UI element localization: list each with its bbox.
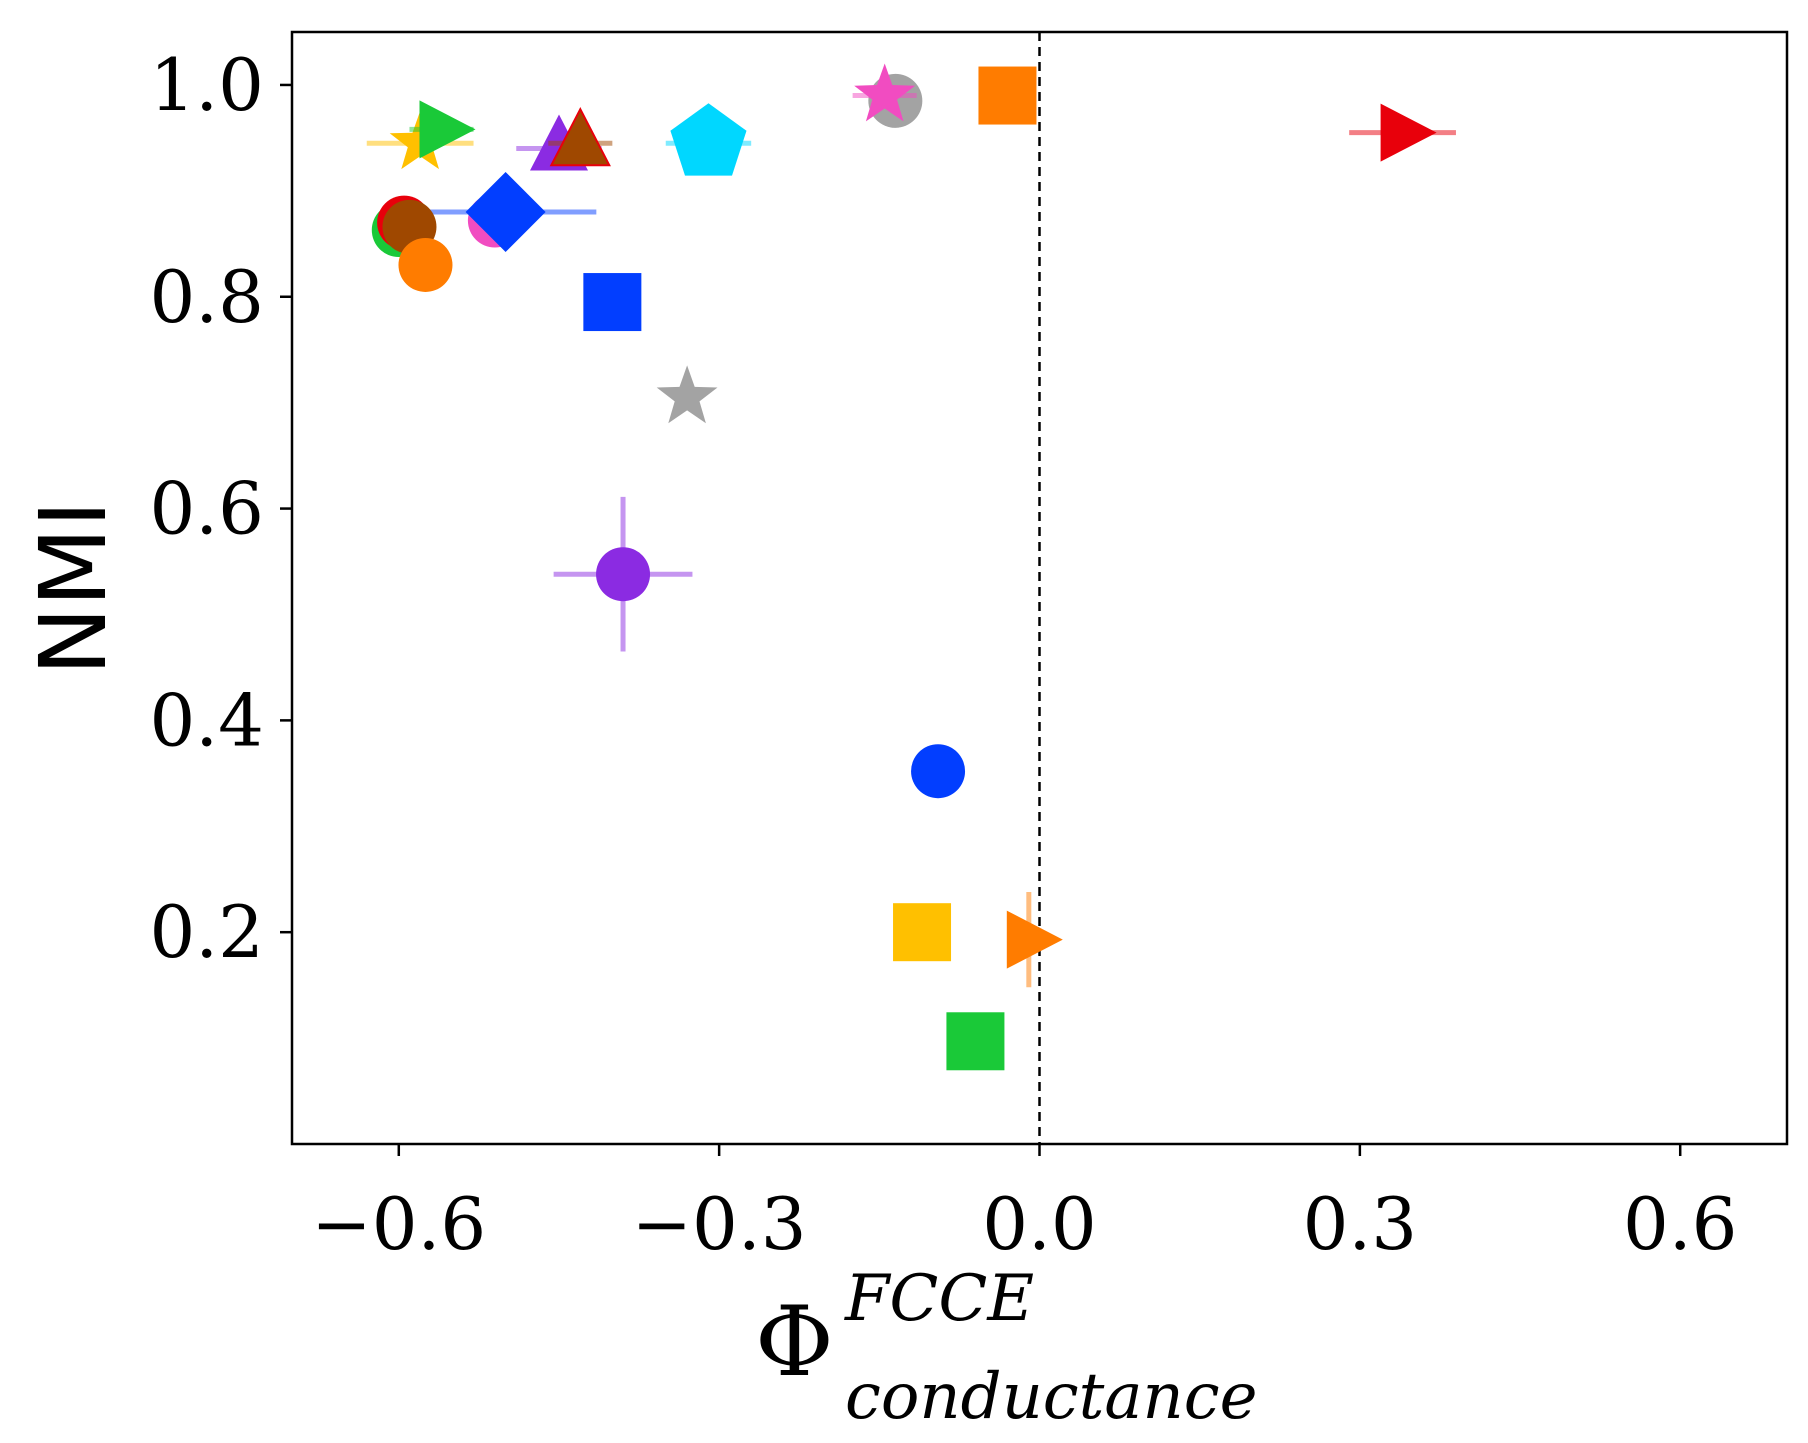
x-tick-label: −0.3 [632,1182,807,1266]
star-marker [854,63,916,122]
y-tick-label: 0.6 [149,467,264,551]
x-tick-label: 0.6 [1623,1182,1738,1266]
data-point [553,496,693,652]
data-point [1349,103,1456,162]
y-tick-label: 0.2 [149,890,264,974]
square-marker [583,273,642,332]
data-point [1006,891,1063,988]
data-point [893,903,952,962]
circle-marker [596,547,651,602]
triangle-up-marker [549,107,611,167]
data-point [978,66,1037,125]
x-axis-label-subscript: conductance [845,1360,1257,1434]
triangle-right-marker [419,100,476,159]
data-point [656,365,718,424]
x-tick-label: −0.6 [311,1182,486,1266]
y-tick-label: 0.4 [149,678,264,762]
y-tick-label: 1.0 [149,43,264,127]
x-axis-label-symbol: Φ [755,1286,834,1398]
data-point [548,107,613,167]
x-axis-label-superscript: FCCE [844,1262,1034,1336]
x-tick-label: 0.0 [982,1182,1097,1266]
square-marker [946,1012,1005,1071]
x-axis-label: Φ FCCE conductance [755,1262,1257,1434]
plot-area [366,32,1456,1144]
data-point [409,100,476,159]
data-point [583,273,642,332]
square-marker [893,903,952,962]
circle-marker [398,237,453,292]
y-axis-label: NMI [20,500,127,675]
star-marker [656,365,718,424]
data-point [414,172,597,252]
x-tick-label: 0.3 [1303,1182,1418,1266]
data-point [852,63,917,122]
triangle-right-marker [1380,103,1437,162]
triangle-right-marker [1006,910,1063,969]
y-tick-label: 0.8 [149,255,264,339]
circle-marker [911,744,966,799]
diamond-marker [465,172,546,252]
data-point [911,744,966,799]
pentagon-marker [670,103,747,176]
data-point [946,1012,1005,1071]
x-axis: −0.6 −0.3 0.0 0.3 0.6 [311,1144,1737,1266]
y-axis: 0.2 0.4 0.6 0.8 1.0 [149,43,292,974]
square-marker [978,66,1037,125]
data-point [398,237,453,292]
data-point [665,103,752,176]
